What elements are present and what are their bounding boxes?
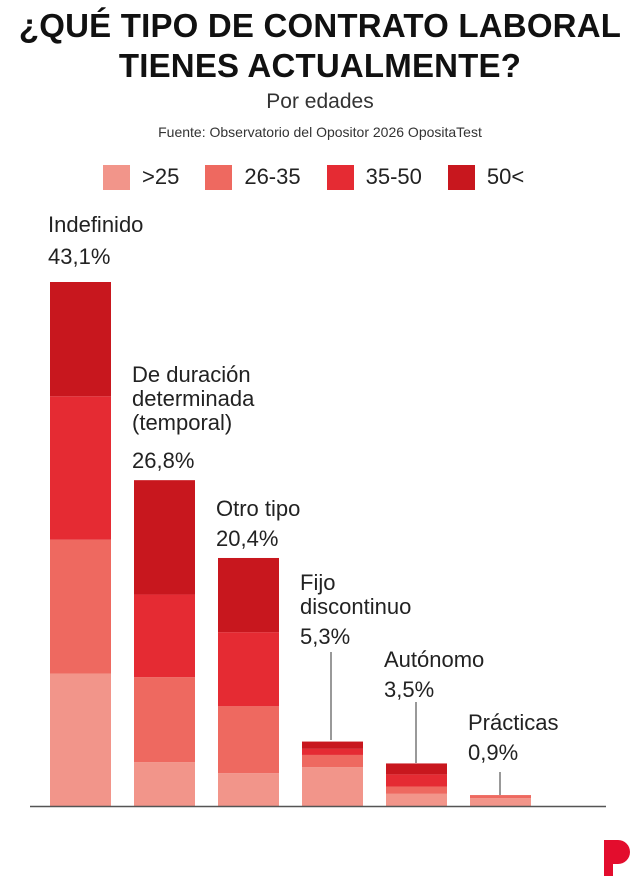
legend-label: 26-35 [244, 164, 301, 189]
legend-item: 35-50 [326, 164, 422, 190]
category-label: Indefinido 43,1% [48, 213, 143, 269]
total-label: 3,5% [384, 677, 435, 702]
legend: >25 26-35 35-50 50< [103, 164, 550, 190]
legend-swatch [326, 164, 354, 190]
chart-source: Fuente: Observatorio del Opositor 2026 O… [158, 124, 482, 140]
category-label: De duración determinada (temporal) 26,8% [132, 363, 254, 473]
total-label: 20,4% [216, 526, 279, 551]
legend-swatch [205, 164, 233, 190]
category-name: (temporal) [132, 410, 233, 435]
title-line-2: TIENES ACTUALMENTE? [118, 47, 522, 84]
bar-segment [386, 793, 447, 806]
bar-segment [50, 396, 111, 540]
bar-segment [50, 539, 111, 674]
legend-label: 50< [486, 164, 525, 189]
category-name: Prácticas [468, 710, 559, 735]
category-name: discontinuo [300, 594, 412, 619]
bar-segment [386, 786, 447, 794]
bar-segment [218, 557, 279, 633]
total-label: 26,8% [132, 448, 195, 473]
category-name: De duración [132, 362, 251, 387]
category-label: Fijo discontinuo 5,3% [300, 571, 411, 649]
chart-title: ¿QUÉ TIPO DE CONTRATO LABORAL TIENES ACT… [0, 6, 640, 86]
bar-segment [218, 706, 279, 774]
bar-segment [386, 763, 447, 775]
bar-segment [470, 798, 531, 806]
category-name: Otro tipo [216, 496, 301, 521]
legend-swatch [103, 164, 130, 190]
bar-segment [218, 632, 279, 707]
bar-segment [134, 480, 195, 595]
category-name: Fijo [300, 570, 336, 595]
category-name: Indefinido [48, 212, 144, 237]
bar-segment [134, 594, 195, 678]
legend-item: 26-35 [205, 164, 301, 190]
bar-segment [50, 282, 111, 397]
total-label: 0,9% [468, 740, 519, 765]
total-label: 43,1% [48, 244, 111, 269]
category-label: Prácticas 0,9% [468, 711, 558, 765]
category-name: determinada [132, 386, 255, 411]
bar-segment [302, 741, 363, 749]
legend-item: 50< [447, 164, 525, 190]
bar-segment [134, 762, 195, 806]
legend-item: >25 [103, 164, 179, 190]
bar-segment [218, 773, 279, 806]
total-label: 5,3% [300, 624, 351, 649]
legend-label: >25 [142, 164, 180, 189]
bar-segment [386, 774, 447, 787]
chart-subtitle: Por edades [266, 90, 374, 113]
legend-label: 35-50 [365, 164, 422, 189]
bar-segment [134, 677, 195, 763]
category-name: Autónomo [384, 647, 485, 672]
title-line-1: ¿QUÉ TIPO DE CONTRATO LABORAL [18, 7, 622, 44]
category-label: Autónomo 3,5% [384, 648, 484, 702]
bar-segment [302, 748, 363, 755]
legend-swatch [447, 164, 475, 190]
category-label: Otro tipo 20,4% [216, 497, 300, 551]
bar-segment [50, 673, 111, 806]
bar-segment [302, 767, 363, 806]
bar-segment [302, 754, 363, 768]
bar-segment [470, 795, 531, 799]
